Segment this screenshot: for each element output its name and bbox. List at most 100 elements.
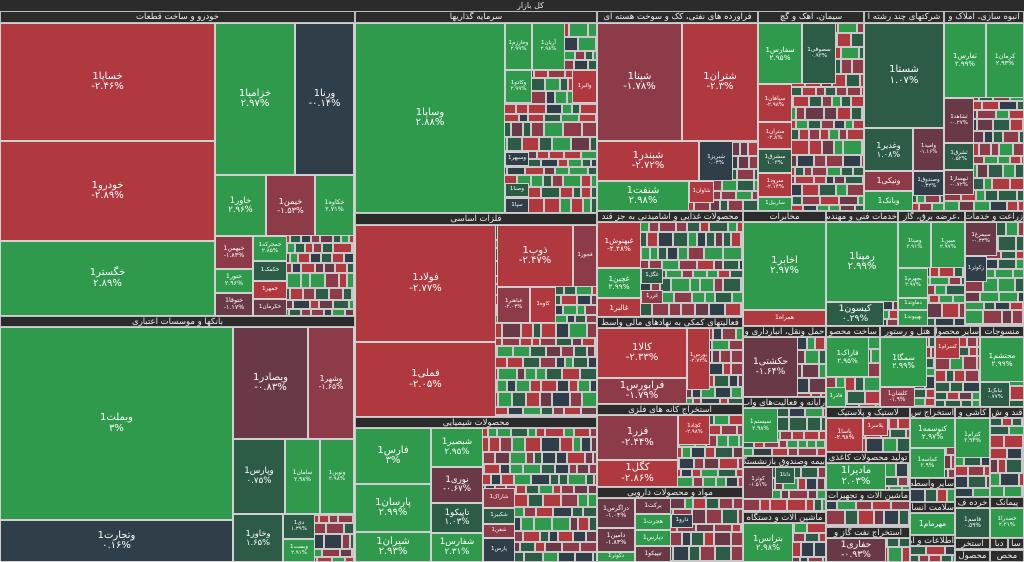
stock-tile-small[interactable] xyxy=(976,190,985,201)
stock-tile-small[interactable] xyxy=(572,507,583,517)
stock-tile-small[interactable] xyxy=(834,176,845,184)
stock-tile-small[interactable] xyxy=(816,87,825,96)
stock-tile-small[interactable] xyxy=(326,523,344,534)
stock-tile-small[interactable] xyxy=(552,137,571,151)
stock-tile-small[interactable] xyxy=(541,380,557,392)
stock-tile-small[interactable] xyxy=(484,464,500,474)
stock-tile-small[interactable] xyxy=(808,557,823,562)
stock-tile-small[interactable] xyxy=(1010,178,1024,190)
stock-tile-small[interactable] xyxy=(343,288,352,300)
stock-tile-small[interactable] xyxy=(800,557,808,562)
stock-tile-small[interactable] xyxy=(841,47,859,59)
stock-tile-small[interactable] xyxy=(804,431,819,440)
stock-tile-small[interactable] xyxy=(805,350,819,364)
stock-tile[interactable]: خکاوه1 ۲.۷۱% xyxy=(315,175,354,236)
stock-tile-small[interactable] xyxy=(333,243,352,253)
stock-tile-small[interactable] xyxy=(531,175,543,187)
stock-tile-small[interactable] xyxy=(868,337,880,349)
stock-tile[interactable]: ختور1 ۲.۹۶% xyxy=(215,269,253,293)
stock-tile-small[interactable] xyxy=(715,447,733,458)
stock-tile-small[interactable] xyxy=(718,270,730,278)
stock-tile-small[interactable] xyxy=(575,51,585,60)
stock-tile-small[interactable] xyxy=(723,232,731,247)
stock-tile-small[interactable] xyxy=(826,510,845,525)
stock-tile-small[interactable] xyxy=(959,201,974,211)
stock-tile-small[interactable] xyxy=(704,247,723,260)
stock-tile-small[interactable] xyxy=(815,337,825,350)
stock-tile-small[interactable] xyxy=(301,309,311,316)
stock-tile-small[interactable] xyxy=(714,524,732,532)
stock-tile-small[interactable] xyxy=(1009,426,1024,435)
stock-tile-small[interactable] xyxy=(586,531,597,542)
stock-tile-small[interactable] xyxy=(929,295,939,303)
stock-tile-small[interactable] xyxy=(1010,386,1024,400)
stock-tile-small[interactable] xyxy=(696,524,714,532)
stock-tile-small[interactable] xyxy=(990,473,1000,486)
stock-tile-small[interactable] xyxy=(292,263,301,273)
stock-tile-small[interactable] xyxy=(965,370,979,382)
stock-tile-small[interactable] xyxy=(857,23,864,33)
stock-tile[interactable]: غچین1 ۲.۹۹% xyxy=(597,268,641,298)
stock-tile-small[interactable] xyxy=(812,167,827,176)
stock-tile-small[interactable] xyxy=(728,200,743,211)
stock-tile-small[interactable] xyxy=(497,428,511,437)
stock-tile[interactable]: وپارس1 ۰.۷۵% xyxy=(233,439,285,514)
stock-tile-small[interactable] xyxy=(582,122,597,137)
stock-tile-small[interactable] xyxy=(561,485,574,494)
stock-tile-small[interactable] xyxy=(673,546,689,561)
stock-tile-small[interactable] xyxy=(827,167,841,176)
stock-tile-small[interactable] xyxy=(984,131,993,143)
stock-tile-small[interactable] xyxy=(959,392,972,400)
stock-tile-small[interactable] xyxy=(580,104,597,114)
stock-tile[interactable]: وبانک1 xyxy=(864,191,913,211)
stock-tile-small[interactable] xyxy=(847,391,865,404)
stock-tile-small[interactable] xyxy=(525,167,544,175)
stock-tile-small[interactable] xyxy=(287,273,301,288)
stock-tile[interactable]: خصدرا1 ۲.۲۱% xyxy=(990,508,1024,538)
stock-tile-small[interactable] xyxy=(992,178,1010,190)
stock-tile[interactable]: فباهنر1 -۲.۰۳% xyxy=(497,287,530,323)
stock-tile-small[interactable] xyxy=(998,459,1006,473)
stock-tile-small[interactable] xyxy=(864,377,880,391)
stock-tile[interactable]: شبندر1 -۲.۷۲% xyxy=(597,141,699,181)
stock-tile-small[interactable] xyxy=(723,260,739,270)
sector-header[interactable]: سایر محصول xyxy=(935,326,980,337)
stock-tile[interactable]: همراه1 xyxy=(743,310,826,326)
stock-tile[interactable]: پارس1 xyxy=(483,538,515,562)
stock-tile-small[interactable] xyxy=(706,509,722,524)
stock-tile[interactable]: پلاسر1 xyxy=(863,418,888,436)
stock-tile-small[interactable] xyxy=(851,107,862,120)
stock-tile-small[interactable] xyxy=(963,356,977,370)
stock-tile[interactable]: خیمن1 -۱.۵۳% xyxy=(266,175,315,236)
stock-tile-small[interactable] xyxy=(352,288,354,300)
stock-tile-small[interactable] xyxy=(836,184,847,196)
stock-tile-small[interactable] xyxy=(929,555,941,562)
stock-tile-small[interactable] xyxy=(540,338,556,346)
stock-tile-small[interactable] xyxy=(871,349,880,363)
stock-tile-small[interactable] xyxy=(582,338,595,346)
stock-tile[interactable]: برکت1 xyxy=(635,498,671,514)
stock-tile-small[interactable] xyxy=(945,400,961,407)
stock-tile-small[interactable] xyxy=(344,253,354,263)
stock-tile-small[interactable] xyxy=(542,452,556,464)
stock-tile-small[interactable] xyxy=(1019,131,1024,143)
stock-tile-small[interactable] xyxy=(489,437,500,452)
stock-tile[interactable]: شپنا1 -۱.۷۸% xyxy=(597,23,682,141)
stock-tile-small[interactable] xyxy=(555,464,569,474)
stock-tile-small[interactable] xyxy=(558,531,573,542)
stock-tile-small[interactable] xyxy=(311,309,324,316)
stock-tile-small[interactable] xyxy=(574,346,587,357)
stock-tile-small[interactable] xyxy=(526,452,534,464)
sector-header[interactable]: استخراج کانه های فلزی xyxy=(597,404,743,415)
stock-tile-small[interactable] xyxy=(573,531,586,542)
stock-tile[interactable]: غالبر1 xyxy=(597,298,641,317)
stock-tile-small[interactable] xyxy=(545,428,564,437)
stock-tile-small[interactable] xyxy=(589,517,597,531)
stock-tile-small[interactable] xyxy=(528,198,544,213)
stock-tile-small[interactable] xyxy=(851,96,864,107)
stock-tile[interactable]: پارسان1 ۲.۹۹% xyxy=(355,484,431,532)
stock-tile-small[interactable] xyxy=(998,236,1016,251)
stock-tile-small[interactable] xyxy=(682,447,691,458)
stock-tile-small[interactable] xyxy=(980,292,999,302)
sector-header[interactable]: استخر xyxy=(955,538,990,549)
